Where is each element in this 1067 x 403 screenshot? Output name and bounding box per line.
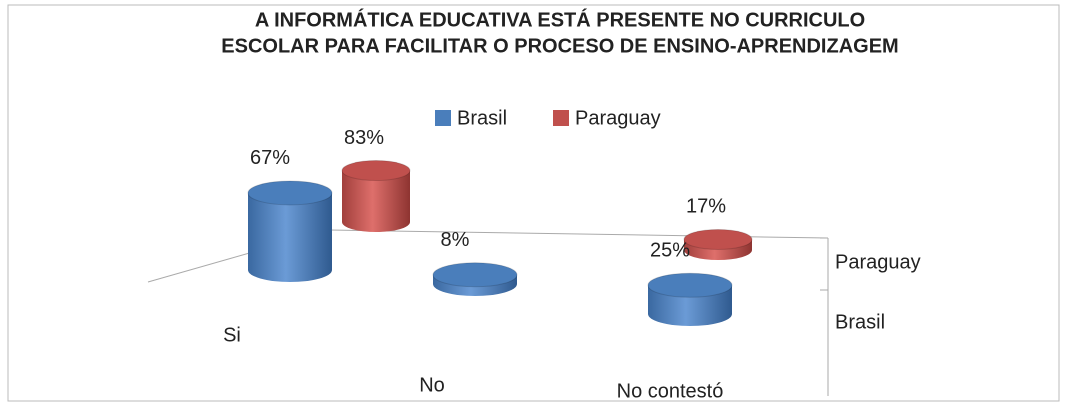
legend-swatch xyxy=(553,110,569,126)
cylinder xyxy=(248,192,332,282)
value-label: 25% xyxy=(650,240,690,262)
value-label: 8% xyxy=(441,229,470,251)
chart-title: ESCOLAR PARA FACILITAR O PROCESO DE ENSI… xyxy=(221,35,898,57)
depth-axis-label: Paraguay xyxy=(835,251,921,273)
cylinder-top xyxy=(683,228,753,250)
value-label: 83% xyxy=(344,127,384,149)
cylinder-top xyxy=(341,160,411,182)
depth-axis-label: Brasil xyxy=(835,311,885,333)
legend-label: Paraguay xyxy=(575,107,661,129)
legend-label: Brasil xyxy=(457,107,507,129)
x-tick-label: Si xyxy=(223,324,241,346)
legend-swatch xyxy=(435,110,451,126)
cylinder-top xyxy=(247,180,333,206)
cylinder xyxy=(342,170,410,232)
x-tick-label: No xyxy=(419,374,445,396)
value-label: 67% xyxy=(250,147,290,169)
x-tick-label: No contestó xyxy=(617,380,724,402)
cylinder-top xyxy=(432,262,518,288)
chart-border xyxy=(7,4,1060,402)
chart-title: A INFORMÁTICA EDUCATIVA ESTÁ PRESENTE NO… xyxy=(255,8,865,31)
cylinder-top xyxy=(647,272,733,298)
value-label: 17% xyxy=(686,196,726,218)
